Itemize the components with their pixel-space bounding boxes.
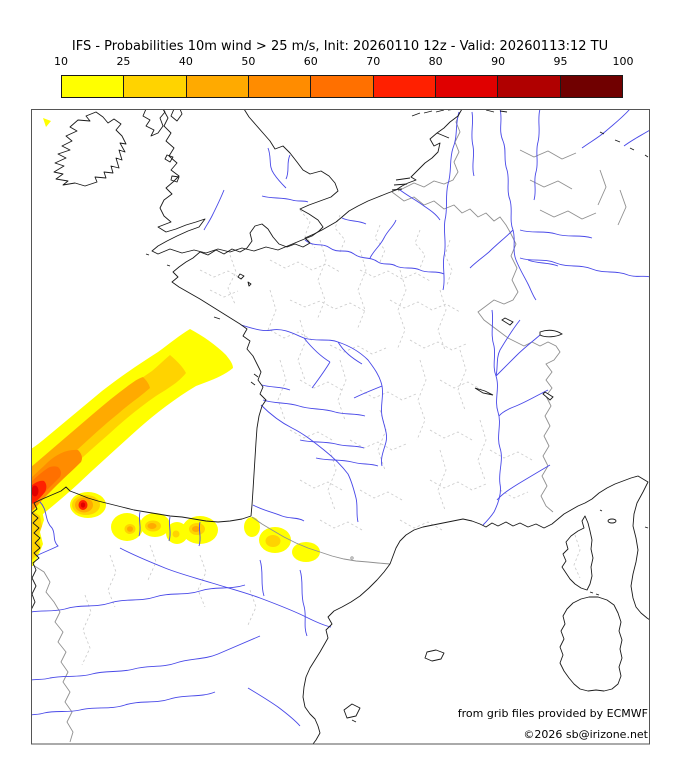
colorbar-segment bbox=[435, 76, 499, 97]
attribution-source: from grib files provided by ECMWF bbox=[457, 707, 648, 720]
colorbar-segment bbox=[62, 76, 125, 97]
colorbar-segment bbox=[498, 76, 561, 97]
colorbar-tick-label: 90 bbox=[491, 55, 506, 68]
colorbar-segment bbox=[373, 76, 436, 97]
colorbar-segment bbox=[311, 76, 374, 97]
colorbar-tick-label: 70 bbox=[366, 55, 381, 68]
colorbar-segment bbox=[560, 76, 622, 97]
colorbar-tick-label: 40 bbox=[178, 55, 193, 68]
colorbar-tick-label: 100 bbox=[612, 55, 634, 68]
colorbar-tick-label: 25 bbox=[116, 55, 131, 68]
colorbar-tick-label: 10 bbox=[54, 55, 68, 68]
colorbar-segment bbox=[186, 76, 249, 97]
lakes bbox=[474, 317, 563, 401]
coastlines bbox=[31, 109, 650, 744]
colorbar-labels: 10 25 40 50 60 70 80 90 95 100 bbox=[0, 55, 680, 69]
colorbar-segments bbox=[61, 75, 623, 98]
colorbar-tick-label: 80 bbox=[428, 55, 443, 68]
colorbar-segment bbox=[124, 76, 187, 97]
colorbar-tick-label: 95 bbox=[553, 55, 568, 68]
colorbar-tick-label: 60 bbox=[303, 55, 318, 68]
probability-contours bbox=[31, 118, 320, 566]
colorbar-tick-label: 50 bbox=[241, 55, 256, 68]
rivers bbox=[31, 109, 650, 727]
colorbar-segment bbox=[248, 76, 312, 97]
page-title: IFS - Probabilities 10m wind > 25 m/s, I… bbox=[71, 39, 609, 54]
department-borders bbox=[81, 209, 581, 666]
country-borders bbox=[32, 111, 627, 743]
map-frame bbox=[31, 109, 650, 745]
attribution-copyright: ©2026 sb@irizone.net bbox=[523, 728, 648, 741]
andorra-border bbox=[350, 556, 354, 560]
